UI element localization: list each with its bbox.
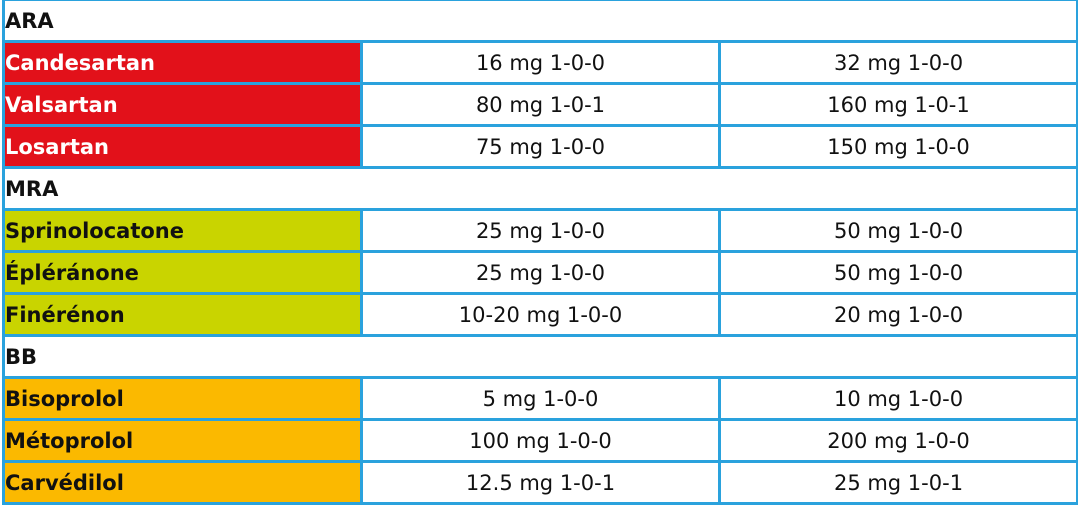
- target-dose: 50 mg 1-0-0: [717, 250, 1078, 295]
- table-row: Sprinolocatone 25 mg 1-0-0 50 mg 1-0-0: [2, 208, 1078, 253]
- start-dose: 100 mg 1-0-0: [360, 418, 721, 463]
- section-header-mra: MRA: [1, 166, 1078, 211]
- start-dose: 5 mg 1-0-0: [360, 376, 721, 421]
- table-row: Losartan 75 mg 1-0-0 150 mg 1-0-0: [2, 124, 1078, 169]
- start-dose: 16 mg 1-0-0: [360, 40, 721, 85]
- table-row: Métoprolol 100 mg 1-0-0 200 mg 1-0-0: [2, 418, 1078, 463]
- table-row: Valsartan 80 mg 1-0-1 160 mg 1-0-1: [2, 82, 1078, 127]
- drug-name: Carvédilol: [2, 460, 363, 505]
- drug-name: Finérénon: [2, 292, 363, 337]
- start-dose: 75 mg 1-0-0: [360, 124, 721, 169]
- dosage-table: ARA Candesartan 16 mg 1-0-0 32 mg 1-0-0 …: [1, 0, 1078, 505]
- target-dose: 160 mg 1-0-1: [717, 82, 1078, 127]
- target-dose: 150 mg 1-0-0: [717, 124, 1078, 169]
- table-row: Carvédilol 12.5 mg 1-0-1 25 mg 1-0-1: [2, 460, 1078, 505]
- start-dose: 80 mg 1-0-1: [360, 82, 721, 127]
- section-header-ara: ARA: [1, 0, 1078, 43]
- target-dose: 50 mg 1-0-0: [717, 208, 1078, 253]
- start-dose: 12.5 mg 1-0-1: [360, 460, 721, 505]
- drug-name: Losartan: [2, 124, 363, 169]
- table-row: Bisoprolol 5 mg 1-0-0 10 mg 1-0-0: [2, 376, 1078, 421]
- drug-name: Épléránone: [2, 250, 363, 295]
- start-dose: 10-20 mg 1-0-0: [360, 292, 721, 337]
- start-dose: 25 mg 1-0-0: [360, 250, 721, 295]
- drug-name: Métoprolol: [2, 418, 363, 463]
- section-title: ARA: [1, 0, 1078, 43]
- target-dose: 25 mg 1-0-1: [717, 460, 1078, 505]
- section-header-bb: BB: [1, 334, 1078, 379]
- section-title: BB: [1, 334, 1078, 379]
- drug-name: Candesartan: [2, 40, 363, 85]
- table-row: Épléránone 25 mg 1-0-0 50 mg 1-0-0: [2, 250, 1078, 295]
- target-dose: 200 mg 1-0-0: [717, 418, 1078, 463]
- target-dose: 20 mg 1-0-0: [717, 292, 1078, 337]
- section-title: MRA: [1, 166, 1078, 211]
- drug-name: Valsartan: [2, 82, 363, 127]
- target-dose: 10 mg 1-0-0: [717, 376, 1078, 421]
- target-dose: 32 mg 1-0-0: [717, 40, 1078, 85]
- table-row: Finérénon 10-20 mg 1-0-0 20 mg 1-0-0: [2, 292, 1078, 337]
- table-row: Candesartan 16 mg 1-0-0 32 mg 1-0-0: [2, 40, 1078, 85]
- drug-name: Bisoprolol: [2, 376, 363, 421]
- start-dose: 25 mg 1-0-0: [360, 208, 721, 253]
- drug-name: Sprinolocatone: [2, 208, 363, 253]
